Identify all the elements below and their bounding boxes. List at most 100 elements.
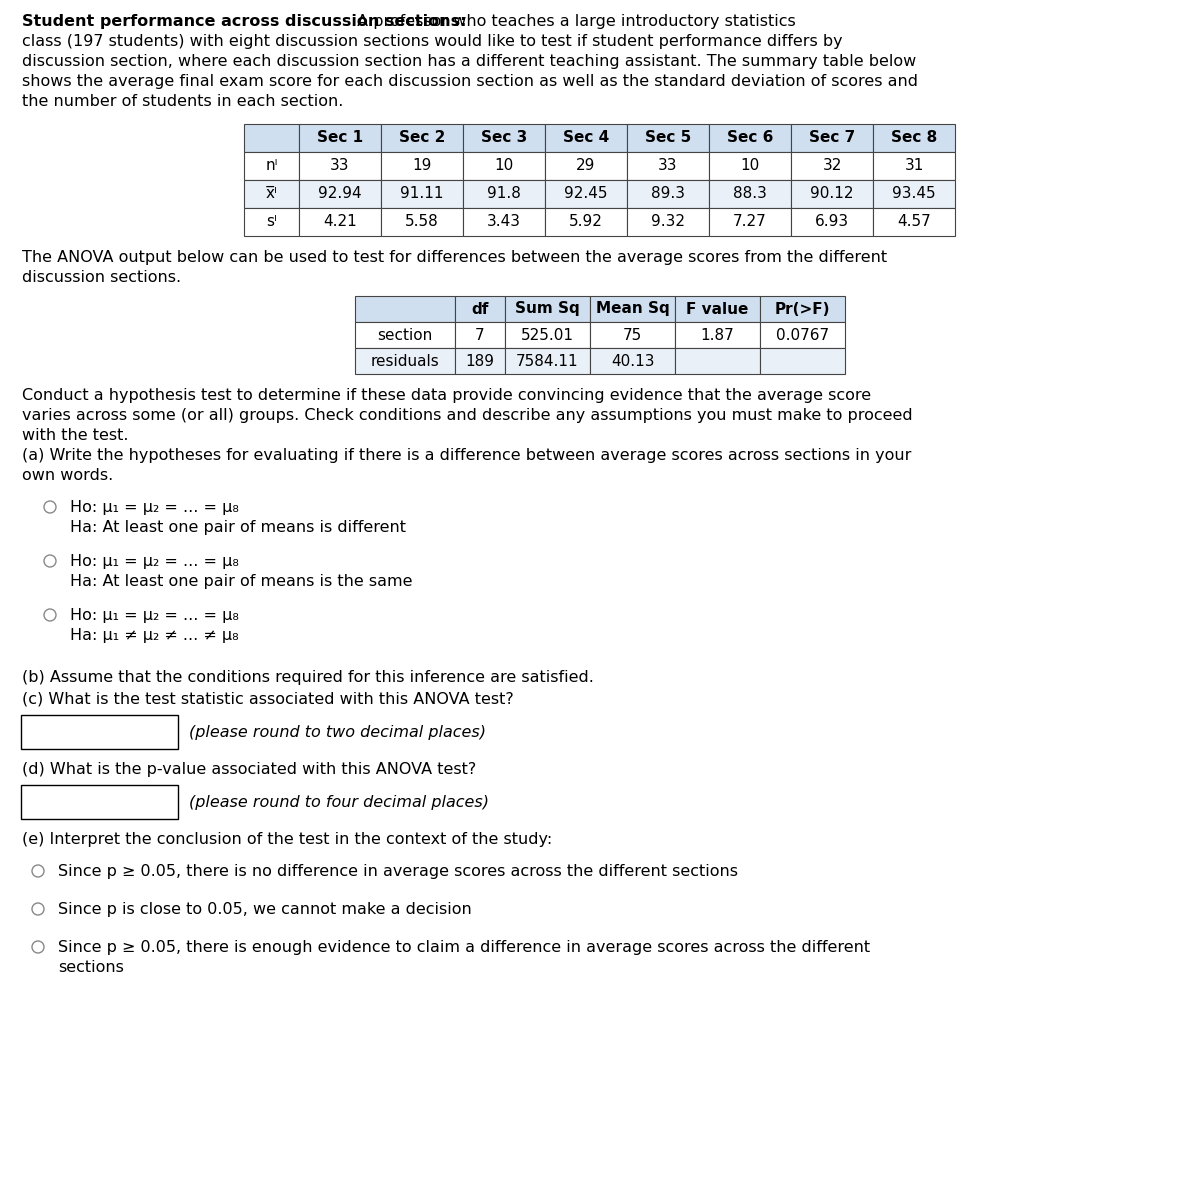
Text: discussion section, where each discussion section has a different teaching assis: discussion section, where each discussio… [22, 54, 917, 70]
Text: 88.3: 88.3 [733, 186, 767, 202]
Bar [628, 124, 709, 152]
Bar [874, 180, 955, 208]
Bar [791, 124, 874, 152]
Bar [760, 296, 845, 322]
Text: 32: 32 [822, 158, 841, 173]
Bar [299, 180, 382, 208]
Bar [791, 208, 874, 236]
Bar [382, 152, 463, 180]
Text: the number of students in each section.: the number of students in each section. [22, 94, 343, 108]
Text: 0.0767: 0.0767 [776, 328, 829, 343]
Bar [299, 124, 382, 152]
Bar [505, 348, 590, 374]
Bar [463, 180, 545, 208]
Text: Conduct a hypothesis test to determine if these data provide convincing evidence: Conduct a hypothesis test to determine i… [22, 388, 871, 403]
Text: The ANOVA output below can be used to test for differences between the average s: The ANOVA output below can be used to te… [22, 250, 887, 265]
Text: 7: 7 [475, 328, 485, 343]
Text: 33: 33 [330, 158, 349, 173]
Text: shows the average final exam score for each discussion section as well as the st: shows the average final exam score for e… [22, 74, 918, 88]
Text: (d) What is the p-value associated with this ANOVA test?: (d) What is the p-value associated with … [22, 762, 476, 777]
Text: Mean Sq: Mean Sq [595, 302, 670, 316]
Bar [628, 180, 709, 208]
Text: 92.94: 92.94 [318, 186, 362, 202]
Text: df: df [472, 302, 488, 316]
Text: Ha: At least one pair of means is different: Ha: At least one pair of means is differ… [70, 520, 406, 535]
Bar [382, 180, 463, 208]
Text: sections: sections [58, 960, 124, 975]
Text: 40.13: 40.13 [611, 354, 654, 369]
Text: x̅ᴵ: x̅ᴵ [265, 186, 277, 202]
Text: Sec 7: Sec 7 [809, 131, 856, 145]
Text: Since p ≥ 0.05, there is enough evidence to claim a difference in average scores: Since p ≥ 0.05, there is enough evidence… [58, 940, 870, 955]
Text: Ha: At least one pair of means is the same: Ha: At least one pair of means is the sa… [70, 574, 413, 590]
Bar [299, 208, 382, 236]
Text: 93.45: 93.45 [892, 186, 936, 202]
Bar [874, 152, 955, 180]
Text: own words.: own words. [22, 468, 113, 483]
Bar [709, 124, 791, 152]
Bar [709, 208, 791, 236]
Text: 4.57: 4.57 [898, 215, 931, 230]
Text: Sec 1: Sec 1 [317, 131, 364, 145]
Text: Sec 3: Sec 3 [481, 131, 527, 145]
Bar [709, 152, 791, 180]
Text: varies across some (or all) groups. Check conditions and describe any assumption: varies across some (or all) groups. Chec… [22, 408, 913, 423]
Text: 9.32: 9.32 [650, 215, 685, 230]
Text: discussion sections.: discussion sections. [22, 270, 181, 285]
Text: 33: 33 [659, 158, 678, 173]
Text: 7584.11: 7584.11 [516, 354, 578, 369]
Bar [463, 208, 545, 236]
Bar [545, 208, 628, 236]
Bar [463, 152, 545, 180]
Bar [455, 348, 505, 374]
Text: Sec 2: Sec 2 [398, 131, 445, 145]
Text: Sec 5: Sec 5 [644, 131, 691, 145]
Text: Student performance across discussion sections:: Student performance across discussion se… [22, 14, 467, 29]
Text: Since p is close to 0.05, we cannot make a decision: Since p is close to 0.05, we cannot make… [58, 902, 472, 917]
Text: (a) Write the hypotheses for evaluating if there is a difference between average: (a) Write the hypotheses for evaluating … [22, 448, 911, 463]
Bar [355, 348, 455, 374]
Bar [709, 180, 791, 208]
Bar [590, 296, 674, 322]
Text: A professor who teaches a large introductory statistics: A professor who teaches a large introduc… [352, 14, 796, 29]
Text: 189: 189 [466, 354, 494, 369]
Text: sᴵ: sᴵ [266, 215, 277, 230]
Bar [545, 152, 628, 180]
Bar [628, 208, 709, 236]
Bar [244, 152, 299, 180]
Bar [299, 152, 382, 180]
Text: 5.92: 5.92 [569, 215, 602, 230]
Text: Sec 6: Sec 6 [727, 131, 773, 145]
Text: 91.8: 91.8 [487, 186, 521, 202]
Text: Sec 4: Sec 4 [563, 131, 610, 145]
Bar [382, 124, 463, 152]
FancyBboxPatch shape [22, 714, 178, 749]
Text: (c) What is the test statistic associated with this ANOVA test?: (c) What is the test statistic associate… [22, 692, 514, 707]
Text: 19: 19 [413, 158, 432, 173]
Text: residuals: residuals [371, 354, 439, 369]
Bar [244, 208, 299, 236]
Text: nᴵ: nᴵ [265, 158, 277, 173]
Text: 89.3: 89.3 [650, 186, 685, 202]
Bar [244, 124, 299, 152]
Bar [545, 180, 628, 208]
Text: class (197 students) with eight discussion sections would like to test if studen: class (197 students) with eight discussi… [22, 34, 842, 50]
Text: Sum Sq: Sum Sq [515, 302, 580, 316]
Bar [244, 180, 299, 208]
Bar [874, 208, 955, 236]
Text: 75: 75 [623, 328, 642, 343]
Text: F value: F value [686, 302, 749, 316]
Text: Ha: μ₁ ≠ μ₂ ≠ ... ≠ μ₈: Ha: μ₁ ≠ μ₂ ≠ ... ≠ μ₈ [70, 628, 239, 643]
Bar [791, 180, 874, 208]
Bar [590, 348, 674, 374]
Text: 29: 29 [576, 158, 595, 173]
Bar [628, 152, 709, 180]
Text: section: section [377, 328, 433, 343]
Bar [455, 296, 505, 322]
Text: (b) Assume that the conditions required for this inference are satisfied.: (b) Assume that the conditions required … [22, 670, 594, 685]
Text: 3.43: 3.43 [487, 215, 521, 230]
Bar [760, 322, 845, 348]
Text: 91.11: 91.11 [401, 186, 444, 202]
Bar [674, 322, 760, 348]
Text: 1.87: 1.87 [701, 328, 734, 343]
